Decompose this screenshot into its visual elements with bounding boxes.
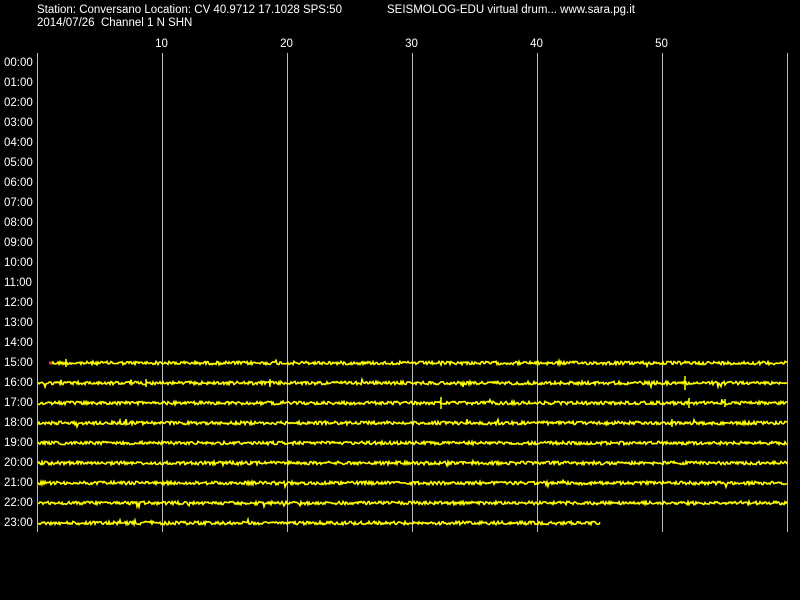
trace	[49, 357, 788, 369]
hour-label: 20:00	[4, 457, 33, 469]
hour-label: 17:00	[4, 397, 33, 409]
traces	[37, 357, 788, 528]
hour-label: 06:00	[4, 177, 33, 189]
hour-label: 15:00	[4, 357, 33, 369]
hour-label: 01:00	[4, 77, 33, 89]
hour-label: 22:00	[4, 497, 33, 509]
hour-label: 02:00	[4, 97, 33, 109]
trace	[37, 439, 788, 447]
minute-grid: 10 20 30 40 50	[155, 38, 668, 532]
hour-label: 04:00	[4, 137, 33, 149]
hour-label: 08:00	[4, 217, 33, 229]
trace	[37, 516, 601, 528]
hour-label: 05:00	[4, 157, 33, 169]
hour-label: 18:00	[4, 417, 33, 429]
hour-label: 12:00	[4, 297, 33, 309]
hour-label: 13:00	[4, 317, 33, 329]
hour-label: 00:00	[4, 57, 33, 69]
minute-label: 40	[530, 38, 543, 50]
hour-label: 16:00	[4, 377, 33, 389]
hour-label: 23:00	[4, 517, 33, 529]
minute-label: 50	[655, 38, 668, 50]
hour-label: 19:00	[4, 437, 33, 449]
hour-label: 07:00	[4, 197, 33, 209]
minute-label: 30	[405, 38, 418, 50]
hour-label: 14:00	[4, 337, 33, 349]
hour-labels: 00:00 01:00 02:00 03:00 04:00 05:00 06:00 07:00…	[4, 57, 33, 529]
hour-label: 21:00	[4, 477, 33, 489]
trace	[37, 397, 788, 408]
minute-label: 10	[155, 38, 168, 50]
trace	[37, 458, 788, 469]
hour-label: 11:00	[4, 277, 32, 289]
date-channel: 2014/07/26 Channel 1 N SHN	[37, 17, 192, 29]
trace	[37, 376, 788, 390]
hour-label: 10:00	[4, 257, 33, 269]
source-info: SEISMOLOG-EDU virtual drum... www.sara.p…	[387, 4, 636, 16]
trace	[37, 478, 788, 490]
station-info: Station: Conversano Location: CV 40.9712…	[37, 4, 342, 16]
hour-label: 03:00	[4, 117, 33, 129]
hour-label: 09:00	[4, 237, 33, 249]
trace-start-marker	[49, 361, 52, 365]
trace	[37, 417, 788, 430]
trace	[37, 498, 788, 510]
minute-label: 20	[280, 38, 293, 50]
